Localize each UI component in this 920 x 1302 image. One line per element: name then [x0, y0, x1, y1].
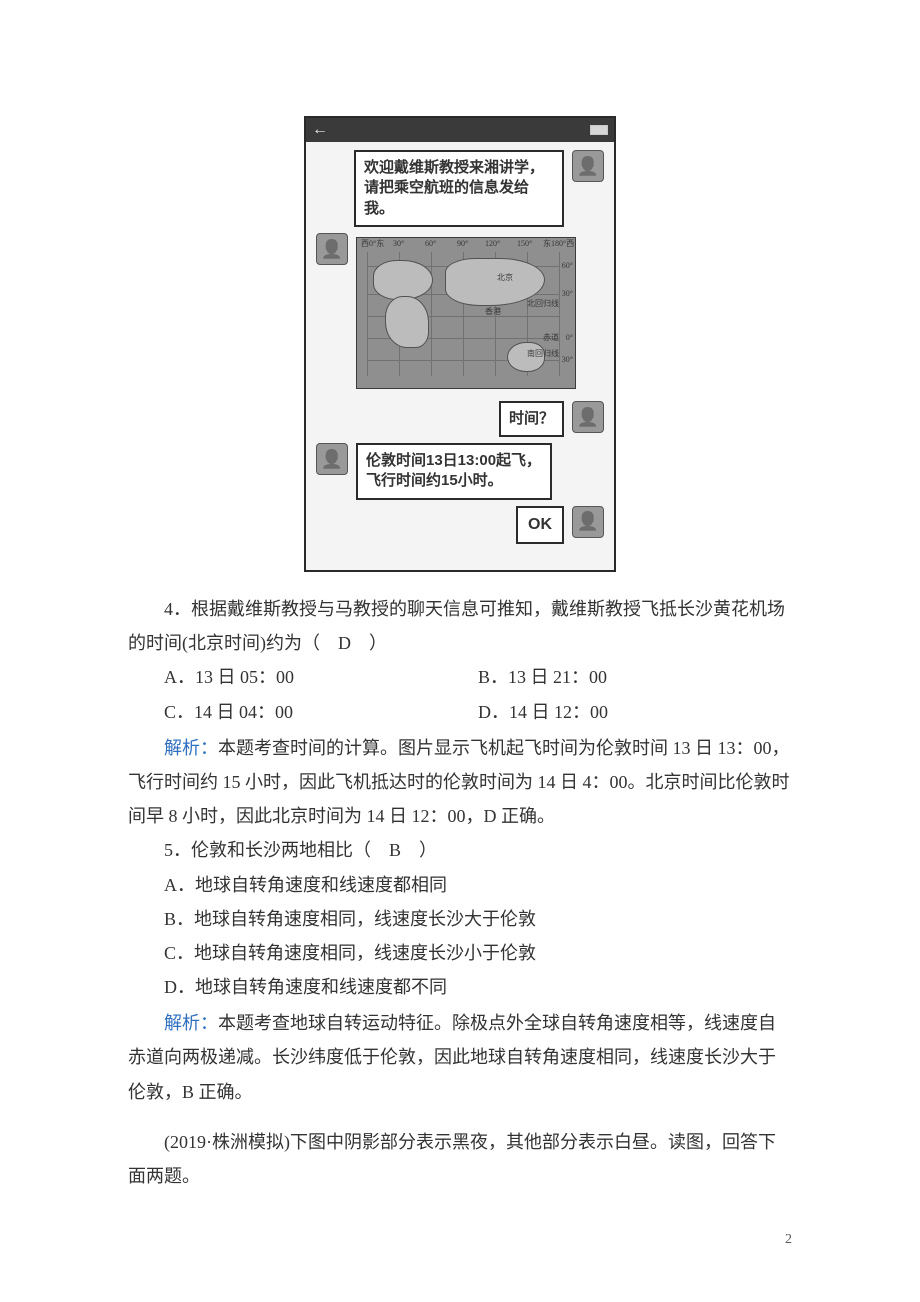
chat-msg-1: 欢迎戴维斯教授来湘讲学，请把乘空航班的信息发给我。 👤 — [316, 150, 604, 227]
map-lat-60n: 60° — [562, 262, 573, 270]
map-lat-0: 0° — [566, 334, 573, 342]
chat-ok-row: OK 👤 — [316, 506, 604, 544]
q4-analysis-text: 本题考查时间的计算。图片显示飞机起飞时间为伦敦时间 13 日 13：00，飞行时… — [128, 738, 790, 826]
map-xianggang: 香港 — [485, 308, 501, 316]
map-lon-120: 120° — [485, 240, 500, 248]
map-lon-90: 90° — [457, 240, 468, 248]
world-map: 西0°东 30° 60° 90° 120° 150° 东180°西 60° 30… — [356, 237, 576, 389]
q4-opt-a: A．13 日 05：00 — [164, 660, 478, 694]
q4-opts-row-2: C．14 日 04：00 D．14 日 12：00 — [164, 695, 792, 729]
avatar-left-2: 👤 — [316, 443, 348, 475]
map-lat-30n: 30° — [562, 290, 573, 298]
q4-analysis: 解析：本题考查时间的计算。图片显示飞机起飞时间为伦敦时间 13 日 13：00，… — [128, 731, 792, 834]
phone-topbar: ← — [306, 118, 614, 142]
map-lat-30s: 30° — [562, 356, 573, 364]
chat-body: 欢迎戴维斯教授来湘讲学，请把乘空航班的信息发给我。 👤 👤 — [306, 142, 614, 558]
chat-msg-3: 👤 伦敦时间13日13:00起飞，飞行时间约15小时。 — [316, 443, 604, 500]
map-lon-30: 30° — [393, 240, 404, 248]
map-equator: 赤道 — [543, 334, 559, 342]
phone-frame: ← 欢迎戴维斯教授来湘讲学，请把乘空航班的信息发给我。 👤 👤 — [304, 116, 616, 572]
avatar-right-1: 👤 — [572, 150, 604, 182]
q4-opt-b: B．13 日 21：00 — [478, 660, 792, 694]
map-lon-60: 60° — [425, 240, 436, 248]
chat-screenshot: ← 欢迎戴维斯教授来湘讲学，请把乘空航班的信息发给我。 👤 👤 — [304, 116, 616, 572]
q5-opt-d: D．地球自转角速度和线速度都不同 — [128, 970, 792, 1004]
map-beijing: 北京 — [497, 274, 513, 282]
chat-msg-2: 时间？ 👤 — [316, 401, 604, 437]
battery-icon — [590, 125, 608, 135]
q5-opt-c: C．地球自转角速度相同，线速度长沙小于伦敦 — [128, 936, 792, 970]
chat-msg-3-text: 伦敦时间13日13:00起飞，飞行时间约15小时。 — [356, 443, 552, 500]
map-tropic-s: 南回归线 — [527, 350, 559, 358]
q5-analysis-label: 解析： — [164, 1013, 218, 1033]
q4-analysis-label: 解析： — [164, 738, 218, 758]
q5-opt-a: A．地球自转角速度和线速度都相同 — [128, 868, 792, 902]
q4-opt-c: C．14 日 04：00 — [164, 695, 478, 729]
q5-opt-b: B．地球自转角速度相同，线速度长沙大于伦敦 — [128, 902, 792, 936]
avatar-right-2: 👤 — [572, 401, 604, 433]
chat-msg-1-text: 欢迎戴维斯教授来湘讲学，请把乘空航班的信息发给我。 — [354, 150, 564, 227]
map-lon-0: 西0°东 — [361, 240, 384, 248]
q4-opts-row-1: A．13 日 05：00 B．13 日 21：00 — [164, 660, 792, 694]
tail-paragraph: (2019·株洲模拟)下图中阴影部分表示黑夜，其他部分表示白昼。读图，回答下面两… — [128, 1125, 792, 1193]
q5-analysis-text: 本题考查地球自转运动特征。除极点外全球自转角速度相等，线速度自赤道向两极递减。长… — [128, 1013, 776, 1101]
chat-map-row: 👤 — [316, 233, 604, 395]
avatar-right-3: 👤 — [572, 506, 604, 538]
q5-stem: 5．伦敦和长沙两地相比（ B ） — [128, 833, 792, 867]
q4-stem: 4．根据戴维斯教授与马教授的聊天信息可推知，戴维斯教授飞抵长沙黄花机场的时间(北… — [128, 592, 792, 660]
back-arrow-icon: ← — [312, 122, 328, 138]
map-lon-180: 东180°西 — [543, 240, 574, 248]
map-lon-150: 150° — [517, 240, 532, 248]
chat-ok-button: OK — [516, 506, 564, 544]
q4-opt-d: D．14 日 12：00 — [478, 695, 792, 729]
q5-analysis: 解析：本题考查地球自转运动特征。除极点外全球自转角速度相等，线速度自赤道向两极递… — [128, 1006, 792, 1109]
avatar-left-1: 👤 — [316, 233, 348, 265]
page-number: 2 — [785, 1227, 792, 1254]
map-tropic-n: 北回归线 — [527, 300, 559, 308]
chat-msg-2-text: 时间？ — [499, 401, 564, 437]
